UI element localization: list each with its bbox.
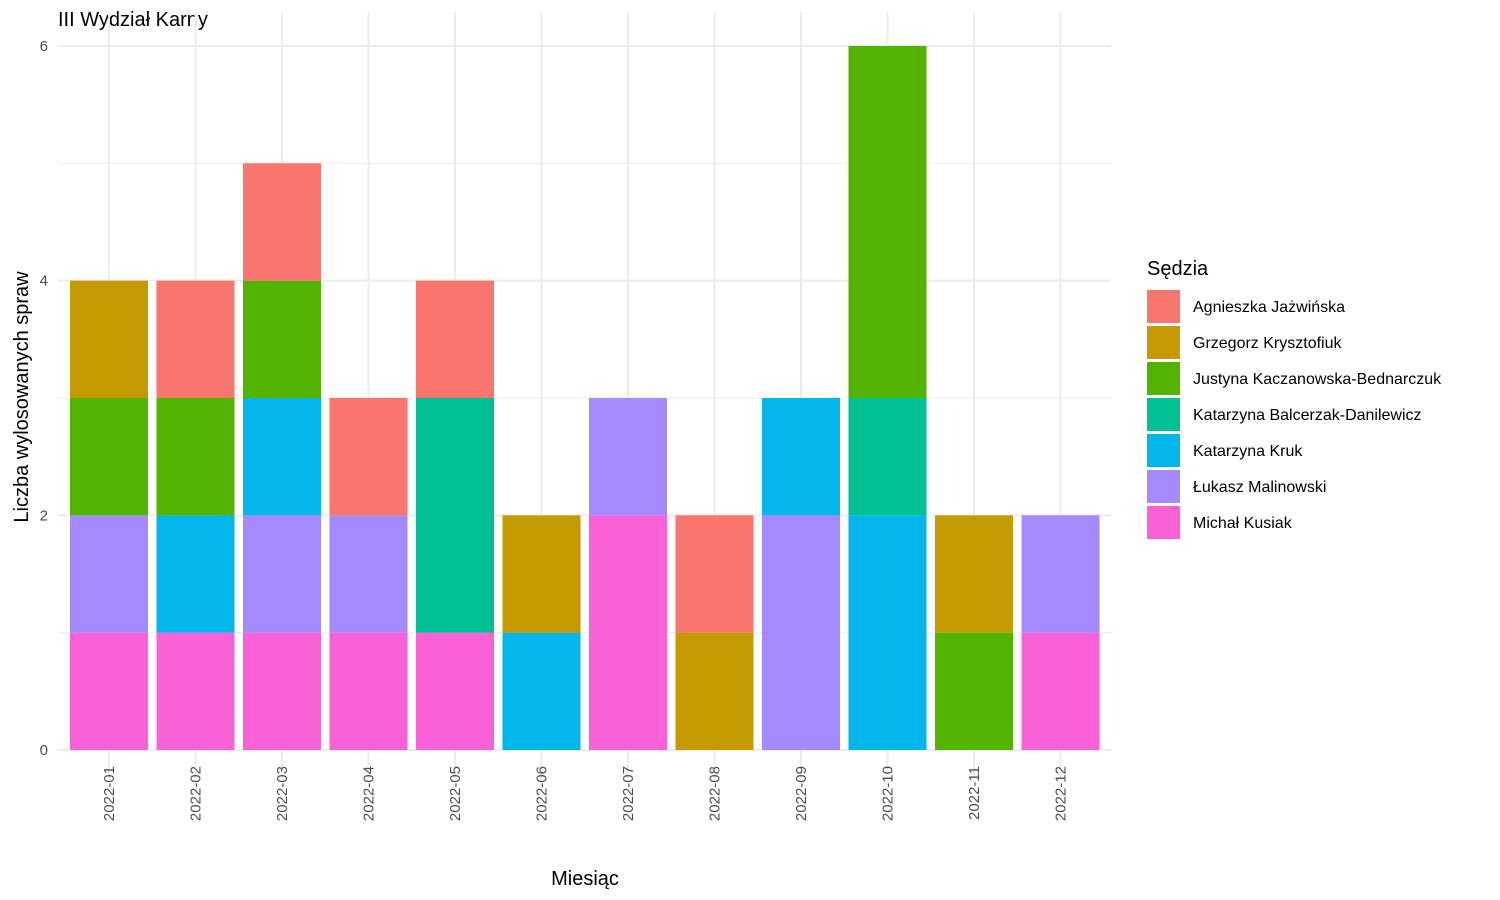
bar-segment: [935, 515, 1013, 633]
bar-segment: [416, 280, 494, 398]
bar-segment: [1021, 515, 1100, 633]
bar-segment: [675, 632, 754, 750]
bar-segment: [1021, 632, 1100, 750]
legend-label: Michał Kusiak: [1193, 515, 1293, 532]
bar-segment: [762, 398, 840, 516]
bar-segment: [70, 398, 148, 516]
x-tick-label: 2022-07: [620, 766, 637, 821]
bar-segment: [243, 163, 321, 281]
legend-swatch: [1147, 434, 1180, 467]
bar-segment: [848, 398, 927, 516]
bar-segment: [589, 515, 667, 750]
legend-label: Agnieszka Jażwińska: [1193, 299, 1345, 316]
legend-title: Sędzia: [1147, 258, 1209, 280]
bar-segment: [243, 515, 321, 633]
legend-label: Katarzyna Kruk: [1193, 443, 1303, 460]
legend-swatch: [1147, 362, 1180, 395]
bar-segment: [70, 632, 148, 750]
bar-segment: [70, 515, 148, 633]
bar-segment: [243, 398, 321, 516]
x-axis-ticks: 2022-01 2022-02 2022-03 2022-04 2022-05 2022-…: [101, 766, 1070, 821]
y-axis-title: Liczba wylosowanych spraw: [11, 271, 33, 523]
bar-segment: [589, 398, 667, 516]
legend-label: Katarzyna Balcerzak-Danilewicz: [1193, 407, 1422, 424]
bar-segment: [329, 515, 408, 633]
bar-segment: [935, 632, 1013, 750]
bar-segment: [329, 398, 408, 516]
legend-label: Łukasz Malinowski: [1193, 479, 1326, 496]
legend-swatch: [1147, 290, 1180, 323]
legend-label: Grzegorz Krysztofiuk: [1193, 335, 1342, 352]
legend-swatch: [1147, 506, 1180, 539]
bar-segment: [329, 632, 408, 750]
bar-segment: [243, 280, 321, 398]
bar-segment: [156, 632, 235, 750]
x-tick-label: 2022-11: [966, 766, 983, 820]
x-tick-label: 2022-03: [274, 766, 291, 821]
legend-label: Justyna Kaczanowska-Bednarczuk: [1193, 371, 1442, 388]
bar-segment: [416, 632, 494, 750]
x-tick-label: 2022-04: [361, 766, 378, 821]
bar-segment: [762, 515, 840, 750]
x-tick-label: 2022-08: [707, 766, 724, 821]
legend-swatch: [1147, 326, 1180, 359]
y-tick-label: 6: [40, 38, 48, 55]
bar-segment: [243, 632, 321, 750]
bar-segment: [416, 398, 494, 633]
x-tick-label: 2022-09: [793, 766, 810, 821]
x-tick-label: 2022-02: [188, 766, 205, 821]
legend: Sędzia Agnieszka Jażwińska Grzegorz Krysz…: [1147, 258, 1442, 539]
x-tick-label: 2022-10: [880, 766, 897, 821]
y-tick-label: 4: [40, 273, 48, 290]
x-tick-label: 2022-06: [534, 766, 551, 821]
x-tick-label: 2022-01: [101, 766, 118, 821]
bar-segment: [156, 515, 235, 633]
bar-segment: [675, 515, 754, 633]
bar-segment: [502, 632, 581, 750]
x-tick-label: 2022-12: [1053, 766, 1070, 821]
legend-swatch: [1147, 470, 1180, 503]
bars: [70, 46, 1100, 750]
x-axis-title: Miesiąc: [551, 868, 619, 890]
bar-segment: [848, 515, 927, 750]
y-tick-label: 2: [40, 507, 48, 524]
chart-title: III Wydział Karny: [58, 9, 208, 31]
legend-swatch: [1147, 398, 1180, 431]
bar-segment: [70, 280, 148, 398]
y-tick-label: 0: [40, 742, 48, 759]
bar-segment: [156, 398, 235, 516]
bar-segment: [156, 280, 235, 398]
y-axis-ticks: 0 2 4 6: [40, 38, 48, 759]
bar-segment: [848, 46, 927, 398]
x-tick-label: 2022-05: [447, 766, 464, 821]
bar-segment: [502, 515, 581, 633]
